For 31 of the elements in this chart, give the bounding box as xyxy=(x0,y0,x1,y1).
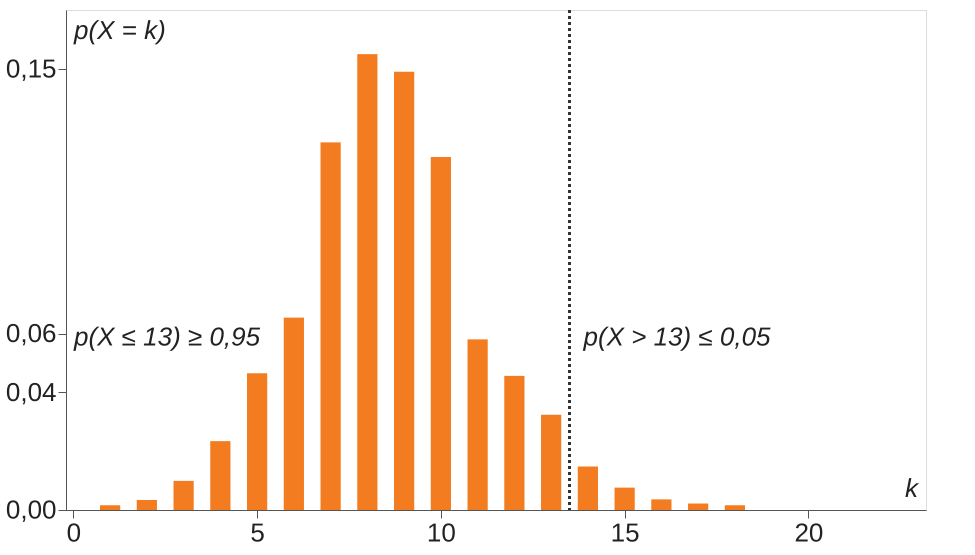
bar xyxy=(357,54,378,510)
x-tick-label: 0 xyxy=(66,518,82,548)
bar xyxy=(724,505,745,510)
bar xyxy=(320,142,341,510)
annotation: p(X ≤ 13) ≥ 0,95 xyxy=(73,322,261,352)
bar xyxy=(504,376,524,510)
x-axis-title: k xyxy=(905,473,920,503)
bar xyxy=(136,500,157,510)
bar xyxy=(284,318,304,510)
x-tick-label: 15 xyxy=(610,518,640,548)
bar xyxy=(210,441,230,510)
y-tick-label: 0,15 xyxy=(6,53,56,84)
y-axis-title: p(X = k) xyxy=(73,15,166,45)
x-tick-label: 20 xyxy=(794,518,824,548)
y-tick-label: 0,00 xyxy=(6,494,56,524)
x-tick-label: 10 xyxy=(426,518,456,548)
bar xyxy=(688,504,708,510)
bar xyxy=(614,488,635,510)
bar xyxy=(468,339,488,510)
annotation: p(X > 13) ≤ 0,05 xyxy=(582,322,772,352)
y-tick-label: 0,04 xyxy=(6,376,56,407)
x-tick-label: 5 xyxy=(250,518,265,548)
bar xyxy=(100,505,120,510)
bar xyxy=(394,72,414,510)
bar xyxy=(430,157,451,510)
bar xyxy=(247,373,268,510)
bar xyxy=(174,480,194,510)
bar xyxy=(578,466,598,510)
y-tick-label: 0,06 xyxy=(6,318,56,348)
bar xyxy=(541,414,562,510)
bar xyxy=(651,499,672,510)
